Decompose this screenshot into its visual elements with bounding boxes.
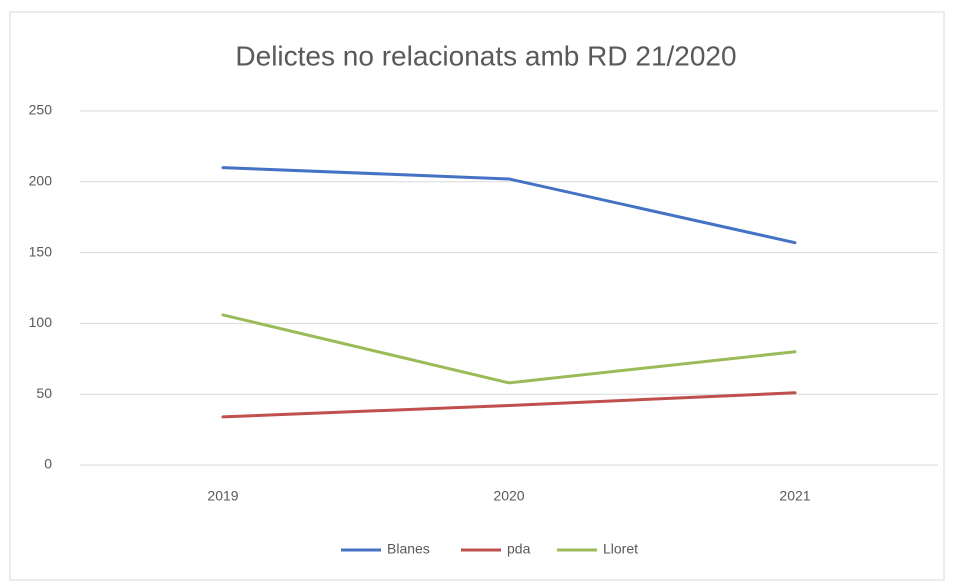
y-tick-label: 100	[29, 314, 53, 330]
legend-label: pda	[507, 541, 531, 557]
series-line	[221, 391, 797, 419]
chart-frame	[9, 11, 945, 581]
series-line	[221, 313, 797, 385]
y-tick-label: 0	[44, 456, 52, 472]
legend-label: Blanes	[387, 541, 430, 557]
y-tick-label: 150	[29, 243, 53, 259]
y-tick-label: 250	[29, 102, 53, 118]
y-tick-label: 50	[36, 385, 52, 401]
y-tick-label: 200	[29, 173, 53, 189]
x-tick-label: 2020	[493, 488, 524, 504]
chart-title: Delictes no relacionats amb RD 21/2020	[235, 40, 736, 71]
x-tick-label: 2021	[779, 488, 810, 504]
legend-label: Lloret	[603, 541, 638, 557]
x-tick-label: 2019	[207, 488, 238, 504]
series-line	[221, 166, 797, 245]
